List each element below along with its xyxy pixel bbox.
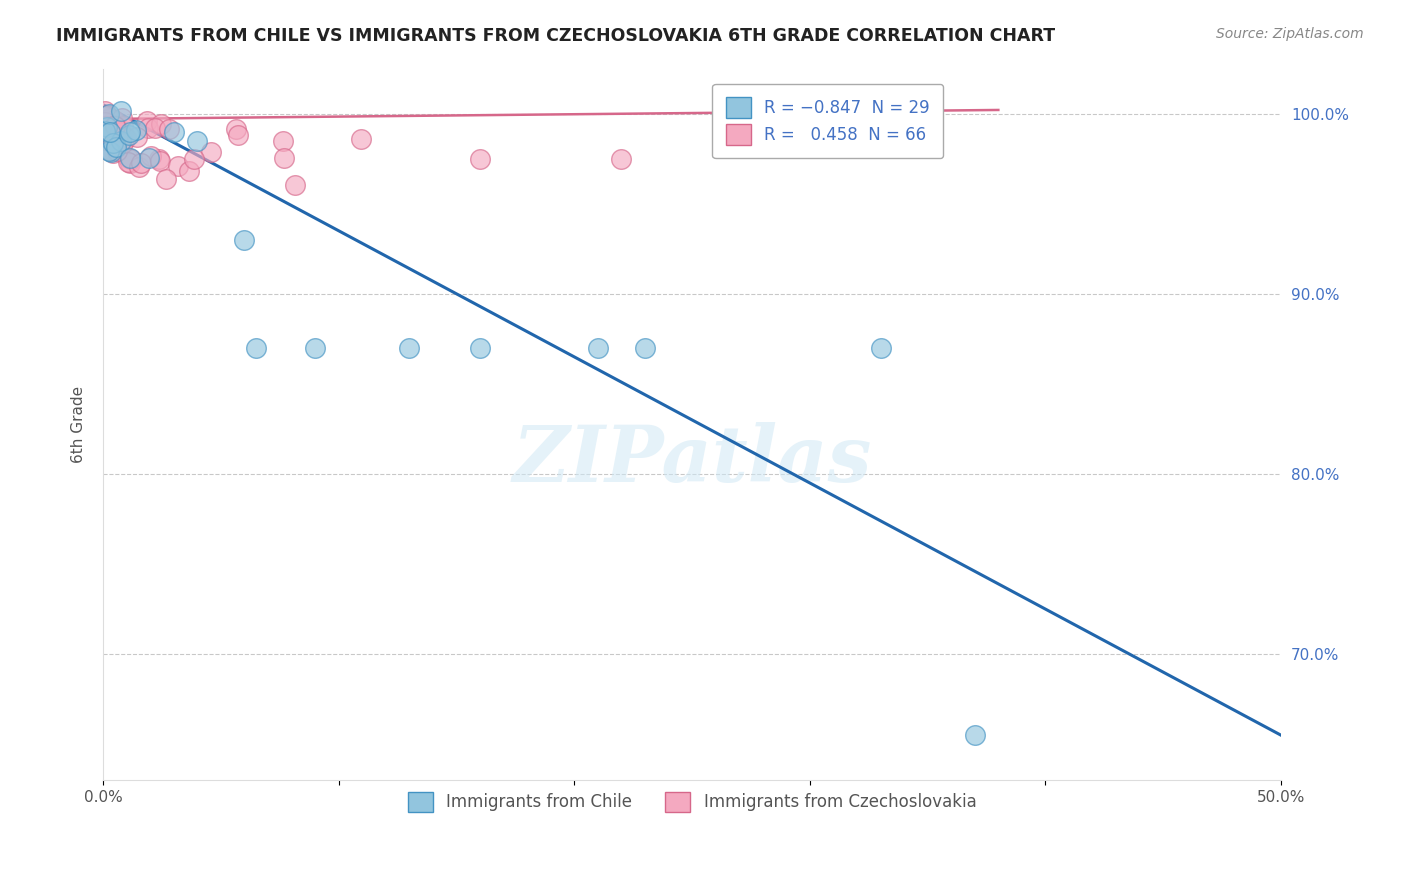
Point — [141, 148, 163, 162]
Point — [138, 151, 160, 165]
Point — [101, 145, 124, 160]
Text: Source: ZipAtlas.com: Source: ZipAtlas.com — [1216, 27, 1364, 41]
Point — [114, 128, 136, 143]
Point — [105, 140, 128, 154]
Point — [100, 112, 122, 126]
Point — [118, 128, 141, 142]
Point — [94, 141, 117, 155]
Point — [98, 111, 121, 125]
Point — [110, 103, 132, 118]
Point — [468, 341, 491, 355]
Point — [125, 130, 148, 145]
Point — [96, 120, 118, 134]
Point — [148, 152, 170, 166]
Point — [107, 121, 129, 136]
Point — [120, 152, 142, 166]
Point — [98, 107, 121, 121]
Point — [98, 132, 121, 146]
Point — [98, 125, 121, 139]
Point — [271, 135, 294, 149]
Point — [398, 341, 420, 355]
Point — [111, 112, 134, 126]
Point — [100, 145, 122, 159]
Point — [200, 145, 222, 159]
Point — [155, 171, 177, 186]
Point — [586, 341, 609, 355]
Point — [129, 155, 152, 169]
Point — [103, 140, 125, 154]
Point — [96, 119, 118, 133]
Point — [149, 154, 172, 169]
Point — [107, 130, 129, 145]
Point — [103, 112, 125, 127]
Point — [94, 109, 117, 123]
Point — [167, 159, 190, 173]
Point — [117, 151, 139, 165]
Point — [186, 134, 208, 148]
Point — [94, 124, 117, 138]
Point — [98, 144, 121, 158]
Point — [963, 728, 986, 742]
Point — [96, 122, 118, 136]
Point — [98, 143, 121, 157]
Point — [108, 125, 131, 139]
Point — [120, 155, 142, 169]
Point — [91, 114, 114, 128]
Point — [162, 125, 184, 139]
Point — [183, 152, 205, 166]
Point — [93, 114, 115, 128]
Point — [304, 341, 326, 355]
Point — [101, 136, 124, 150]
Point — [105, 141, 128, 155]
Point — [104, 136, 127, 150]
Point — [226, 128, 249, 142]
Text: IMMIGRANTS FROM CHILE VS IMMIGRANTS FROM CZECHOSLOVAKIA 6TH GRADE CORRELATION CH: IMMIGRANTS FROM CHILE VS IMMIGRANTS FROM… — [56, 27, 1056, 45]
Point — [105, 145, 128, 159]
Point — [104, 118, 127, 132]
Point — [117, 155, 139, 169]
Point — [610, 152, 633, 166]
Point — [284, 178, 307, 193]
Text: ZIPatlas: ZIPatlas — [512, 422, 872, 499]
Point — [96, 133, 118, 147]
Point — [233, 233, 256, 247]
Point — [96, 108, 118, 122]
Point — [273, 151, 295, 165]
Point — [128, 160, 150, 174]
Point — [111, 136, 134, 151]
Point — [94, 130, 117, 145]
Point — [468, 152, 491, 166]
Legend: Immigrants from Chile, Immigrants from Czechoslovakia: Immigrants from Chile, Immigrants from C… — [394, 779, 990, 825]
Point — [157, 122, 180, 136]
Point — [245, 341, 267, 355]
Point — [100, 115, 122, 129]
Point — [101, 143, 124, 157]
Point — [104, 119, 127, 133]
Point — [120, 152, 142, 166]
Point — [350, 132, 373, 146]
Y-axis label: 6th Grade: 6th Grade — [72, 386, 86, 463]
Point — [97, 126, 120, 140]
Point — [114, 132, 136, 146]
Point — [869, 341, 891, 355]
Point — [225, 122, 247, 136]
Point — [110, 134, 132, 148]
Point — [93, 112, 115, 127]
Point — [93, 103, 115, 118]
Point — [149, 117, 172, 131]
Point — [634, 341, 657, 355]
Point — [115, 131, 138, 145]
Point — [96, 120, 118, 134]
Point — [136, 114, 159, 128]
Point — [177, 164, 200, 178]
Point — [118, 125, 141, 139]
Point — [93, 137, 115, 152]
Point — [143, 120, 166, 135]
Point — [112, 119, 135, 133]
Point — [125, 123, 148, 137]
Point — [136, 120, 159, 135]
Point — [98, 132, 121, 146]
Point — [97, 144, 120, 158]
